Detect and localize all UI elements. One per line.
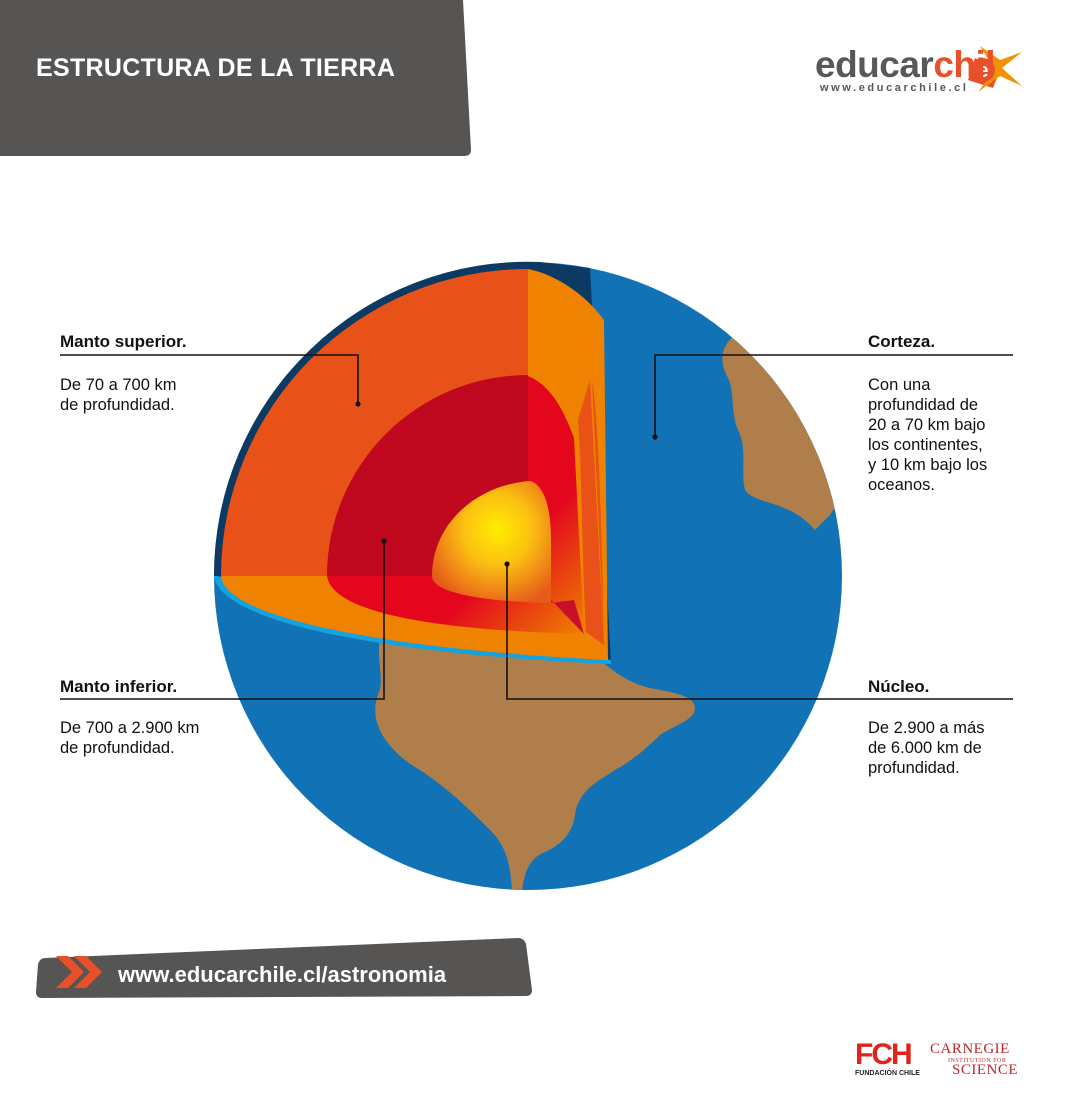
label-manto-inferior: Manto inferior. [60,677,178,696]
carnegie-logo-line1: CARNEGIE [930,1041,1010,1057]
double-chevron-icon [56,956,102,988]
dot-corteza [652,434,658,440]
page-title: ESTRUCTURA DE LA TIERRA [36,54,396,82]
svg-text:e: e [977,60,988,82]
dot-nucleo [504,561,510,567]
core [432,481,551,603]
leader-manto-inferior [60,541,385,700]
leader-corteza [654,354,1013,437]
leader-lines [60,354,1013,700]
brand-url: www.educarchile.cl [820,82,969,94]
fch-logo: FCH [855,1038,913,1071]
leader-nucleo [506,564,1013,700]
desc-nucleo: De 2.900 a más de 6.000 km de profundida… [868,719,985,777]
desc-manto-inferior: De 700 a 2.900 km de profundidad. [60,719,200,757]
label-nucleo: Núcleo. [868,677,930,696]
brand-x-icon: e [968,46,1022,92]
dot-manto-inferior [381,538,387,544]
desc-corteza: Con una profundidad de 20 a 70 km bajo l… [868,376,988,494]
carnegie-logo-line2: INSTITUTION FOR [948,1058,1007,1064]
dot-manto-superior [355,401,361,407]
footer-bar [36,938,532,998]
brand-logo-text: educarchil [815,44,996,85]
header-bar [0,0,471,156]
desc-manto-superior: De 70 a 700 km de profundidad. [60,376,177,414]
globe [213,261,842,890]
continent-bottom [375,640,695,890]
footer-url-link[interactable]: www.educarchile.cl/astronomia [118,962,447,987]
fch-logo-subtitle: FUNDACIÓN CHILE [855,1070,920,1077]
label-manto-superior: Manto superior. [60,332,187,351]
label-corteza: Corteza. [868,332,936,351]
carnegie-logo-line3: SCIENCE [952,1062,1019,1078]
leader-manto-superior [60,354,359,404]
